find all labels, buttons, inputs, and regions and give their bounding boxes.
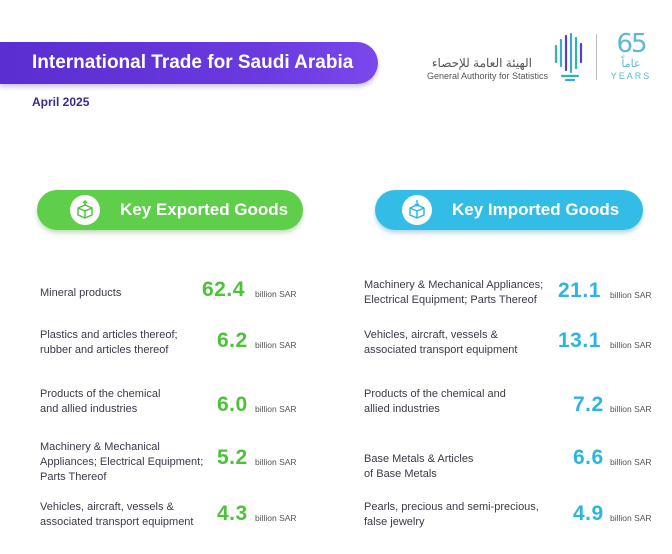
import-item-value: 4.9 [573,502,604,525]
export-item-value: 6.2 [217,329,248,352]
import-item-row: Vehicles, aircraft, vessels & associated… [364,327,664,363]
export-item-value: 6.0 [217,393,248,416]
import-item-row: Base Metals & Articles of Base Metals 6.… [364,446,664,487]
exports-heading: Key Exported Goods [120,200,289,219]
box-import-icon [402,195,432,225]
page-title: International Trade for Saudi Arabia [32,52,354,73]
box-export-icon [70,195,100,225]
export-item-name: Products of the chemical and allied indu… [40,388,161,415]
title-banner: International Trade for Saudi Arabia [0,42,378,84]
import-item-value: 6.6 [573,446,604,469]
org-logo: الهيئة العامة للإحصاء General Authority … [426,30,660,86]
import-item-name: Pearls, precious and semi-precious, fals… [364,501,539,528]
anniversary-english: YEARS [610,71,652,81]
import-item-row: Machinery & Mechanical Appliances; Elect… [364,277,664,313]
export-item-name: Machinery & Mechanical Appliances; Elect… [40,441,204,483]
org-name-english: General Authority for Statistics [426,71,548,81]
import-item-name: Base Metals & Articles of Base Metals [364,453,474,480]
import-item-name: Vehicles, aircraft, vessels & associated… [364,329,518,356]
import-item-value: 21.1 [558,279,601,302]
anniversary-number: 65 [616,29,647,59]
imports-heading-pill: Key Imported Goods [375,190,643,230]
import-item-value: 7.2 [573,393,604,416]
export-item-row: Plastics and articles thereof; rubber an… [40,327,310,363]
export-item-value: 5.2 [217,446,248,469]
export-item-unit: billion SAR [255,289,297,299]
import-item-unit: billion SAR [610,290,652,300]
export-item-value: 62.4 [202,278,245,301]
import-item-name: Machinery & Mechanical Appliances; Elect… [364,279,544,306]
export-item-value: 4.3 [217,502,248,525]
anniversary-badge: 65 عاماً YEARS [606,30,656,86]
export-item-row: Machinery & Mechanical Appliances; Elect… [40,439,310,483]
import-item-value: 13.1 [558,329,601,352]
exports-heading-pill: Key Exported Goods [37,190,303,230]
export-item-name: Plastics and articles thereof; rubber an… [40,329,178,356]
import-item-row: Products of the chemical and allied indu… [364,386,664,422]
report-date: April 2025 [32,95,90,109]
export-item-unit: billion SAR [255,404,297,414]
export-item-name: Mineral products [40,287,122,299]
imports-heading: Key Imported Goods [452,200,620,219]
anniversary-arabic: عاماً [621,58,641,70]
export-item-row: Vehicles, aircraft, vessels & associated… [40,499,310,535]
import-item-unit: billion SAR [610,340,652,350]
export-item-row: Products of the chemical and allied indu… [40,386,310,422]
import-item-unit: billion SAR [610,404,652,414]
export-item-unit: billion SAR [255,457,297,467]
org-name-arabic: الهيئة العامة للإحصاء [431,56,532,70]
import-item-unit: billion SAR [610,457,652,467]
import-item-unit: billion SAR [610,513,652,523]
import-item-row: Pearls, precious and semi-precious, fals… [364,499,664,535]
export-item-name: Vehicles, aircraft, vessels & associated… [40,501,194,528]
export-item-unit: billion SAR [255,513,297,523]
export-item-unit: billion SAR [255,340,297,350]
export-item-row: Mineral products 62.4 billion SAR [40,278,310,314]
logo-divider [596,34,597,80]
gastat-emblem-icon [554,32,583,82]
import-item-name: Products of the chemical and allied indu… [364,388,506,415]
